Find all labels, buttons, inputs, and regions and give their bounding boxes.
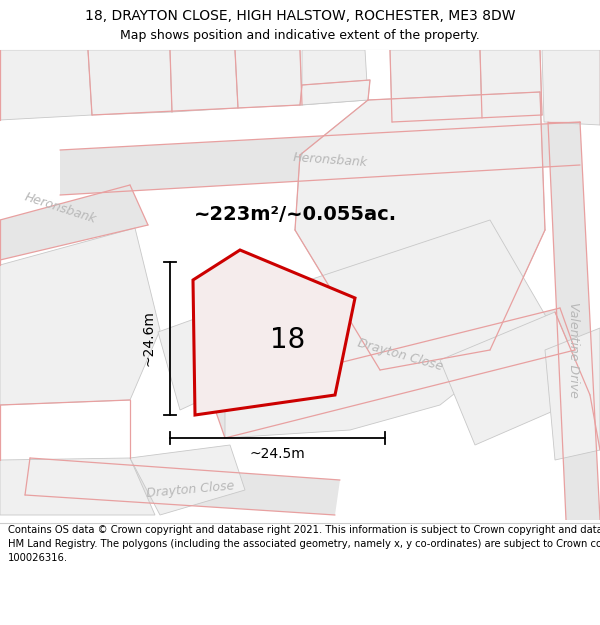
Text: Contains OS data © Crown copyright and database right 2021. This information is : Contains OS data © Crown copyright and d…	[8, 525, 600, 563]
Text: ~24.5m: ~24.5m	[250, 447, 305, 461]
Polygon shape	[60, 122, 580, 195]
Polygon shape	[302, 50, 368, 105]
Polygon shape	[0, 185, 148, 260]
Text: 18: 18	[271, 326, 305, 354]
Text: Valentine Drive: Valentine Drive	[568, 302, 581, 398]
Polygon shape	[545, 328, 600, 460]
Text: Map shows position and indicative extent of the property.: Map shows position and indicative extent…	[120, 29, 480, 41]
Polygon shape	[0, 458, 155, 515]
Polygon shape	[170, 50, 238, 112]
Polygon shape	[130, 445, 245, 515]
Polygon shape	[542, 50, 600, 125]
Polygon shape	[0, 50, 92, 120]
Polygon shape	[235, 50, 302, 108]
Polygon shape	[548, 122, 600, 520]
Polygon shape	[88, 50, 172, 115]
Text: Heronsbank: Heronsbank	[292, 151, 368, 169]
Polygon shape	[440, 312, 590, 445]
Polygon shape	[0, 228, 160, 405]
Text: ~223m²/~0.055ac.: ~223m²/~0.055ac.	[193, 206, 397, 224]
Polygon shape	[300, 80, 370, 105]
Polygon shape	[25, 458, 340, 515]
Polygon shape	[193, 250, 355, 415]
Polygon shape	[295, 92, 545, 370]
Text: Drayton Close: Drayton Close	[145, 479, 235, 501]
Text: ~24.6m: ~24.6m	[141, 311, 155, 366]
Polygon shape	[390, 50, 482, 122]
Polygon shape	[225, 220, 548, 438]
Polygon shape	[210, 308, 575, 438]
Text: 18, DRAYTON CLOSE, HIGH HALSTOW, ROCHESTER, ME3 8DW: 18, DRAYTON CLOSE, HIGH HALSTOW, ROCHEST…	[85, 9, 515, 23]
Polygon shape	[158, 308, 245, 410]
Text: Heronsbank: Heronsbank	[22, 190, 98, 226]
Text: Drayton Close: Drayton Close	[356, 337, 444, 373]
Polygon shape	[480, 50, 542, 118]
